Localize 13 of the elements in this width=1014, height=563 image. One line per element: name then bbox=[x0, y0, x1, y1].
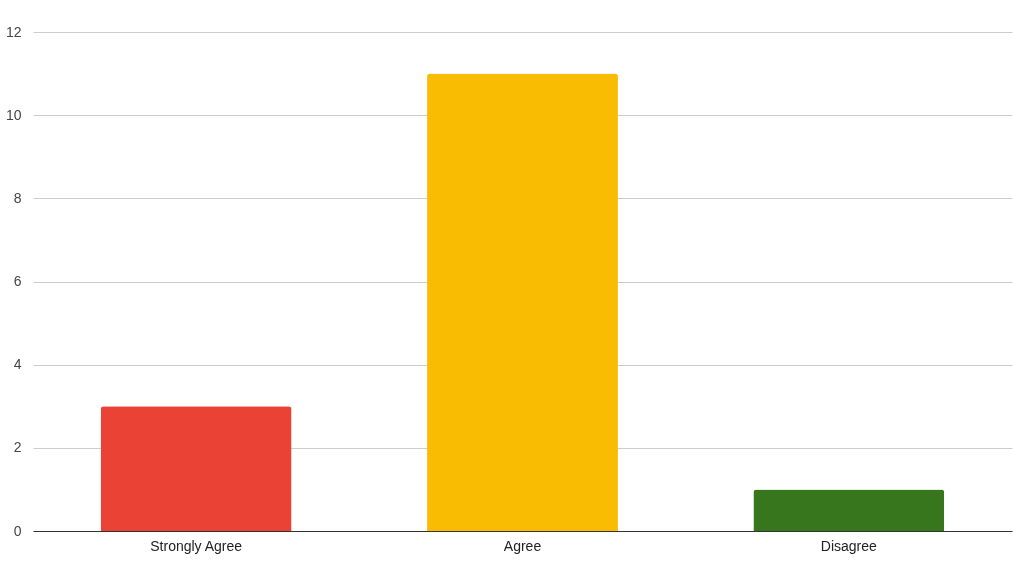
x-tick-label: Agree bbox=[503, 537, 542, 554]
x-tick-label: Strongly Agree bbox=[150, 537, 243, 554]
y-tick-label: 8 bbox=[13, 189, 22, 206]
y-tick-label: 4 bbox=[13, 356, 22, 373]
y-tick-label: 12 bbox=[5, 23, 22, 40]
bar bbox=[427, 73, 618, 531]
y-tick-label: 2 bbox=[13, 439, 22, 456]
bar bbox=[100, 406, 292, 531]
y-tick-label: 0 bbox=[13, 522, 22, 539]
y-tick-label: 10 bbox=[5, 106, 22, 123]
x-tick-label: Disagree bbox=[820, 537, 878, 554]
bar bbox=[753, 489, 945, 531]
y-tick-label: 6 bbox=[13, 273, 22, 289]
